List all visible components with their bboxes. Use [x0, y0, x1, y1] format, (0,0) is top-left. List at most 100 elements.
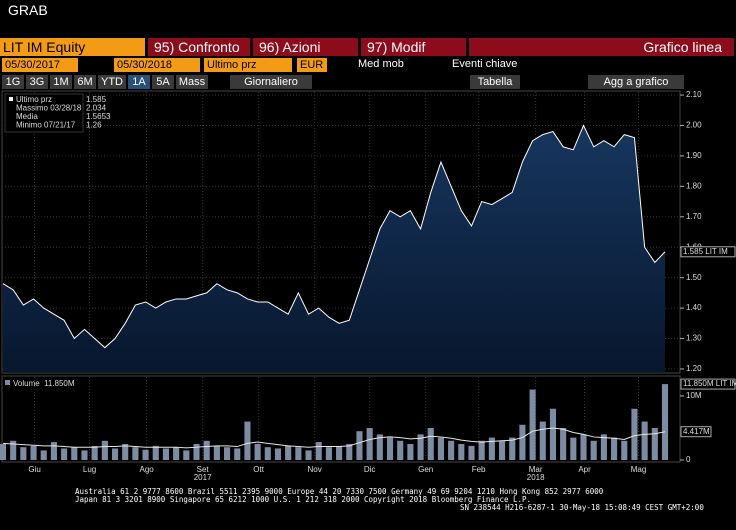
add-to-chart-button[interactable]: Agg a grafico: [588, 75, 684, 89]
volume-bar: [224, 447, 231, 460]
last-volume-tag: [680, 378, 736, 390]
y-tick-label: 0: [686, 455, 691, 464]
year-label: 2017: [194, 473, 212, 480]
volume-bar: [203, 440, 210, 460]
volume-bar: [234, 448, 241, 460]
legend-label: Ultimo prz: [16, 95, 52, 104]
volume-bar: [539, 421, 546, 460]
volume-bar: [325, 447, 332, 460]
volume-bar: [427, 427, 434, 460]
volume-bar: [152, 445, 159, 460]
currency-select[interactable]: EUR: [297, 58, 327, 72]
volume-bar: [183, 450, 190, 460]
volume-bar: [621, 440, 628, 460]
volume-bar: [509, 437, 516, 460]
period-button[interactable]: YTD: [98, 75, 126, 89]
window-title: GRAB: [8, 2, 48, 18]
legend-label: Massimo 03/28/18: [16, 104, 82, 113]
volume-bar: [50, 442, 57, 460]
legend-swatch: [9, 97, 13, 101]
x-tick-label: Ott: [253, 465, 264, 474]
events-toggle[interactable]: Eventi chiave: [452, 58, 518, 70]
security-field[interactable]: LIT IM Equity: [0, 38, 145, 56]
volume-bar: [0, 443, 7, 460]
x-tick-label: Nov: [308, 465, 322, 474]
volume-bar: [193, 443, 200, 460]
compare-button[interactable]: 95) Confronto: [148, 38, 250, 56]
moving-average-toggle[interactable]: Med mob: [358, 58, 404, 70]
volume-average-line: [2, 427, 666, 449]
frequency-select[interactable]: Giornaliero: [230, 75, 312, 89]
price-area: [3, 125, 665, 372]
y-tick-label: 2.00: [686, 121, 702, 130]
x-tick-label: Set: [197, 465, 210, 474]
chart-mode[interactable]: Grafico linea: [469, 38, 734, 56]
x-tick-label: Feb: [472, 465, 486, 474]
period-button[interactable]: 1G: [2, 75, 24, 89]
volume-bar: [600, 434, 607, 460]
legend-label: Media: [16, 112, 38, 121]
volume-bar: [458, 443, 465, 460]
volume-bar: [570, 437, 577, 460]
volume-frame: [1, 375, 681, 463]
y-tick-label: 1.80: [686, 181, 702, 190]
volume-bar: [264, 447, 271, 460]
volume-bar: [61, 448, 68, 460]
volume-bar: [285, 445, 292, 460]
start-date[interactable]: 05/30/2017: [2, 58, 78, 72]
volume-bar: [336, 445, 343, 460]
volume-bar: [30, 445, 37, 460]
period-button[interactable]: 6M: [74, 75, 96, 89]
volume-bar: [295, 447, 302, 460]
average-tag: [680, 426, 712, 438]
table-button[interactable]: Tabella: [470, 75, 520, 89]
volume-bar: [315, 442, 322, 460]
x-tick-label: Mar: [529, 465, 543, 474]
volume-bar: [122, 443, 129, 460]
price-frame: [1, 90, 681, 374]
volume-bar: [580, 434, 587, 460]
volume-bar: [488, 437, 495, 460]
footer-line: Japan 81 3 3201 8900 Singapore 65 6212 1…: [75, 495, 532, 504]
footer-line: SN 238544 H216-6287-1 30-May-18 15:08:49…: [460, 503, 704, 512]
period-button[interactable]: Mass: [176, 75, 208, 89]
volume-bar: [651, 427, 658, 460]
y-tick-label: 1.40: [686, 303, 702, 312]
legend-value: 1.26: [86, 121, 102, 130]
legend-value: 1.5653: [86, 112, 111, 121]
field-select[interactable]: Ultimo prz: [204, 58, 292, 72]
period-button[interactable]: 5A: [152, 75, 174, 89]
volume-bar: [213, 445, 220, 460]
x-tick-label: Giu: [28, 465, 40, 474]
volume-bar: [305, 450, 312, 460]
legend-box: [4, 93, 84, 133]
x-tick-label: Apr: [578, 465, 591, 474]
edit-button[interactable]: 97) Modif: [361, 38, 466, 56]
actions-button[interactable]: 96) Azioni: [253, 38, 358, 56]
legend-value: 2.034: [86, 104, 107, 113]
volume-bar: [448, 440, 455, 460]
end-date[interactable]: 05/30/2018: [114, 58, 200, 72]
volume-bar: [661, 384, 669, 460]
price-line: [2, 124, 666, 349]
volume-bar: [549, 408, 557, 460]
volume-bar: [366, 427, 373, 460]
volume-bar: [498, 440, 506, 460]
volume-bar: [407, 443, 414, 460]
y-tick-label: 10M: [686, 391, 702, 400]
volume-bar: [173, 447, 180, 460]
volume-bar: [91, 445, 98, 460]
y-tick-label: 1.70: [686, 212, 702, 221]
volume-bar: [40, 450, 47, 460]
volume-bar: [71, 447, 78, 460]
legend-label: Minimo 07/21/17: [16, 121, 76, 130]
last-price-label: 1.585 LIT IM: [683, 247, 728, 256]
volume-bar: [356, 431, 363, 460]
volume-bar: [132, 447, 139, 460]
period-button[interactable]: 1M: [50, 75, 72, 89]
period-button[interactable]: 1A: [128, 75, 150, 89]
period-button[interactable]: 3G: [26, 75, 48, 89]
last-price-tag: [680, 246, 736, 258]
volume-bar: [274, 448, 282, 460]
